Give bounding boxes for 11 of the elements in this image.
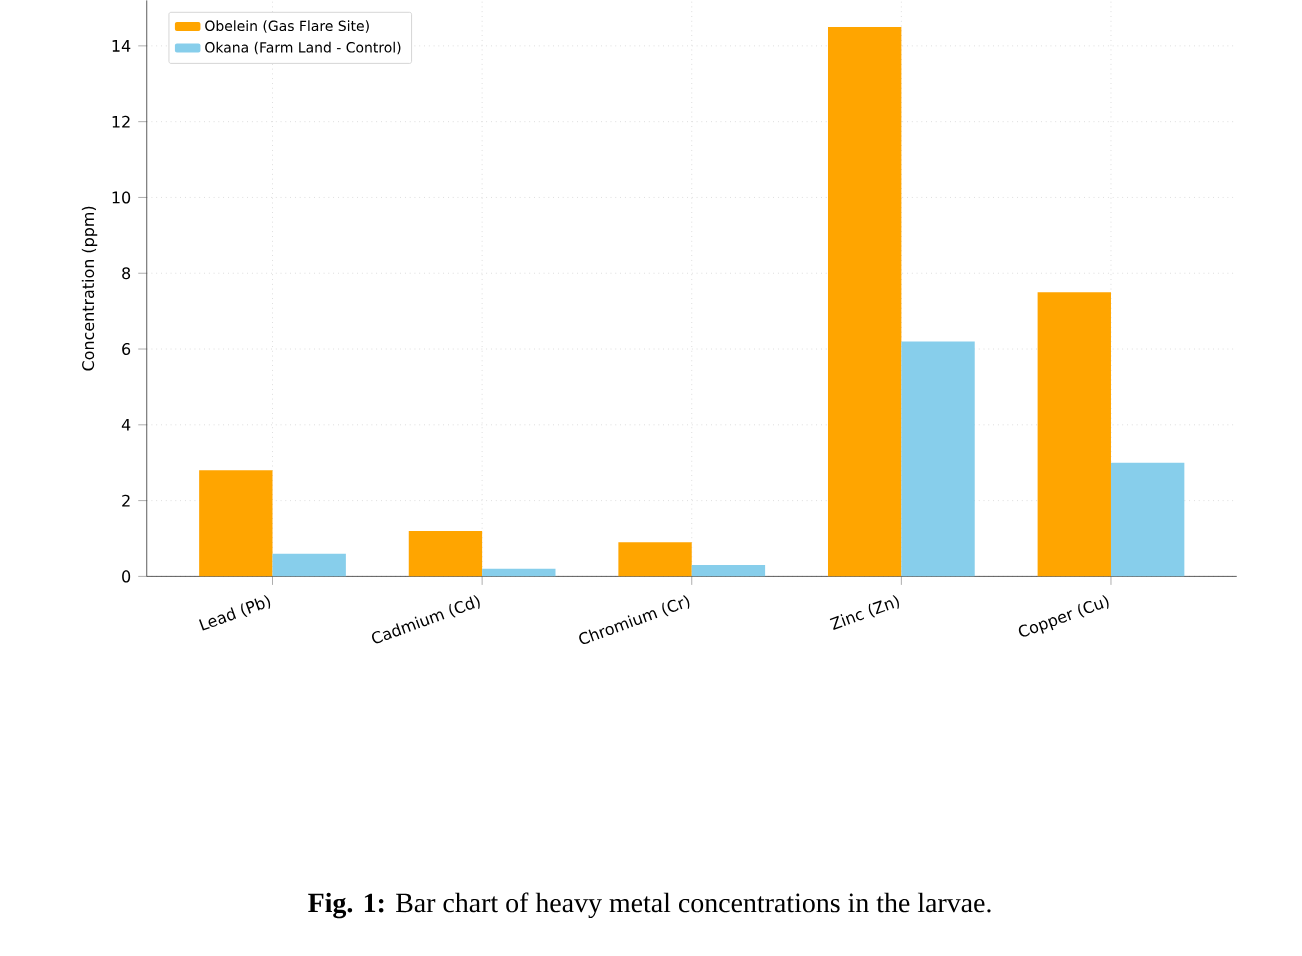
bar bbox=[1037, 292, 1111, 577]
bar bbox=[691, 565, 766, 577]
bar bbox=[901, 341, 975, 577]
bar bbox=[618, 542, 692, 577]
bar bbox=[199, 470, 273, 577]
bar bbox=[272, 553, 346, 577]
text: Fig. 1: Bar chart of heavy metal concentrations in the larvae. bbox=[308, 892, 991, 919]
bar bbox=[482, 569, 556, 577]
bar bbox=[828, 27, 902, 577]
bar bbox=[1110, 463, 1185, 577]
bar bbox=[408, 531, 483, 577]
